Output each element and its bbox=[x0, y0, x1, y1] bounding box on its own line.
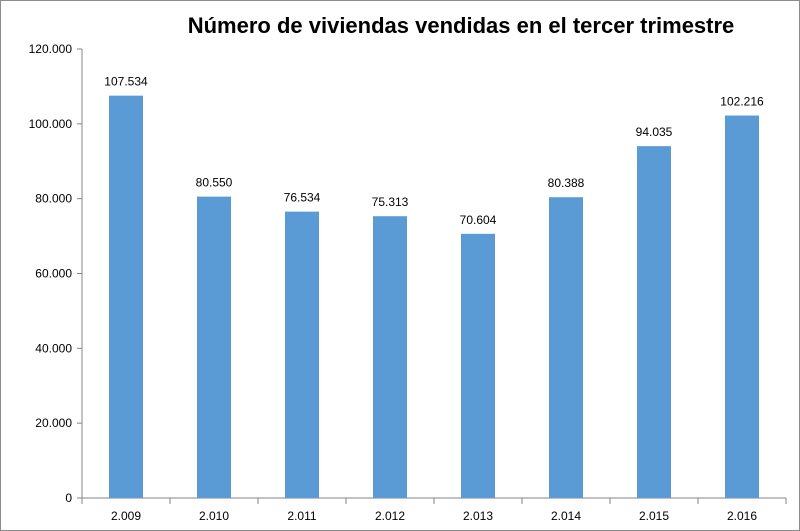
x-tick-label: 2.015 bbox=[639, 509, 669, 523]
data-label: 102.216 bbox=[720, 95, 764, 109]
x-tick-label: 2.010 bbox=[199, 509, 229, 523]
x-tick-label: 2.014 bbox=[551, 509, 581, 523]
data-label: 107.534 bbox=[104, 75, 148, 89]
y-tick-label: 0 bbox=[65, 491, 72, 505]
x-tick-label: 2.009 bbox=[111, 509, 141, 523]
y-tick-label: 20.000 bbox=[35, 416, 72, 430]
x-tick-label: 2.011 bbox=[287, 509, 316, 523]
x-tick-label: 2.012 bbox=[375, 509, 405, 523]
y-tick-label: 80.000 bbox=[35, 192, 72, 206]
x-tick-label: 2.013 bbox=[463, 509, 493, 523]
y-tick-label: 120.000 bbox=[29, 42, 73, 56]
y-tick-label: 100.000 bbox=[29, 117, 73, 131]
data-label: 76.534 bbox=[284, 191, 321, 205]
bar bbox=[461, 233, 495, 498]
bar bbox=[373, 216, 407, 498]
bar bbox=[109, 95, 143, 498]
bar bbox=[637, 146, 671, 498]
bar bbox=[549, 197, 583, 498]
bar bbox=[197, 196, 231, 498]
y-tick-label: 40.000 bbox=[35, 341, 72, 355]
data-label: 80.550 bbox=[196, 176, 233, 190]
data-label: 70.604 bbox=[460, 213, 497, 227]
bar bbox=[285, 211, 319, 498]
data-label: 75.313 bbox=[372, 195, 409, 209]
y-tick-label: 60.000 bbox=[35, 267, 72, 281]
bar bbox=[725, 115, 759, 498]
chart-title: Número de viviendas vendidas en el terce… bbox=[187, 13, 735, 38]
data-label: 80.388 bbox=[548, 176, 585, 190]
x-tick-label: 2.016 bbox=[727, 509, 757, 523]
data-label: 94.035 bbox=[636, 125, 673, 139]
